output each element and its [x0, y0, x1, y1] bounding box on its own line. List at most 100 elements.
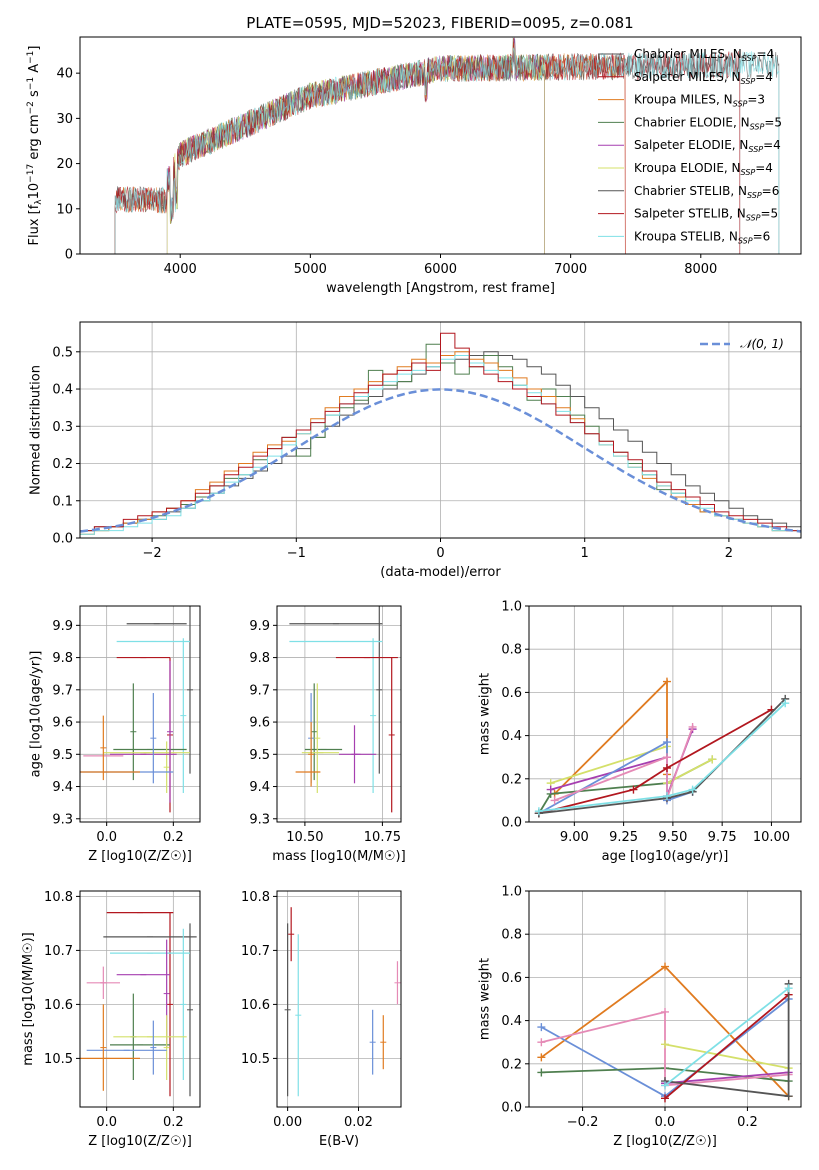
y-axis-label: Normed distribution — [29, 365, 44, 495]
weight-marker — [708, 755, 717, 764]
weight-line — [538, 708, 772, 815]
y-tick-label: 9.5 — [52, 748, 73, 763]
y-tick-label: 0.4 — [52, 383, 73, 398]
y-tick-label: 9.9 — [52, 619, 73, 634]
x-tick-label: 0.00 — [273, 1115, 302, 1130]
y-tick-label: 10 — [56, 202, 73, 217]
y-tick-label: 0.8 — [501, 928, 522, 943]
weight-line — [550, 745, 713, 785]
weight-marker — [537, 1023, 546, 1032]
y-tick-label: 9.6 — [249, 716, 270, 731]
x-axis-label: Z [log10(Z/Z☉)] — [613, 1134, 717, 1149]
x-tick-label: 6000 — [424, 262, 457, 277]
x-tick-label: 10.00 — [753, 830, 790, 845]
y-tick-label: 9.9 — [249, 619, 270, 634]
x-axis-label: wavelength [Angstrom, rest frame] — [326, 281, 555, 296]
chart-mass-vs-ebv: 0.00 0.02 10.5 10.6 10.7 10.8 E(B-V) — [241, 890, 402, 1149]
x-tick-label: 1 — [581, 546, 589, 561]
y-tick-label: 10.5 — [241, 1052, 270, 1067]
weight-marker — [688, 785, 697, 794]
y-axis-label: Flux [fλ10−17 erg cm−2 s−1 A−1] — [26, 46, 44, 246]
y-tick-label: 0.1 — [52, 494, 73, 509]
weight-line — [664, 987, 790, 1087]
chart-weight-vs-age: 9.00 9.25 9.50 9.75 10.00 0.0 0.2 0.4 0.6 0.8 1.0 a… — [478, 600, 802, 864]
x-axis-label: (data-model)/error — [380, 565, 501, 580]
y-axis-label: mass weight — [478, 958, 493, 1040]
y-tick-label: 0.3 — [52, 420, 73, 435]
y-tick-label: 10.6 — [44, 998, 73, 1013]
y-tick-label: 10.8 — [241, 890, 270, 905]
y-axis-label: mass weight — [478, 673, 493, 755]
y-tick-label: 0.2 — [501, 1057, 522, 1072]
plot-area — [284, 907, 401, 1097]
weight-marker — [662, 677, 671, 686]
weight-line — [664, 994, 790, 1100]
y-tick-label: 0.2 — [501, 772, 522, 787]
x-tick-label: 4000 — [164, 262, 197, 277]
weight-line — [664, 1043, 789, 1069]
legend-label: Salpeter ELODIE, NSSP=4 — [634, 138, 781, 154]
y-tick-label: 30 — [56, 112, 73, 127]
y-tick-label: 9.4 — [52, 780, 73, 795]
legend-label: Kroupa ELODIE, NSSP=4 — [634, 161, 773, 177]
weight-marker — [537, 1068, 546, 1077]
weight-marker — [661, 962, 669, 971]
weight-marker — [534, 807, 543, 816]
weight-marker — [662, 792, 671, 801]
y-tick-label: 40 — [56, 67, 73, 82]
x-tick-label: 9.50 — [658, 830, 687, 845]
y-tick-label: 0.2 — [52, 457, 73, 472]
chart-residuals: −2 −1 0 1 2 0.0 0.1 0.2 0.3 0.4 0.5 (data-model)/er… — [29, 321, 802, 580]
plot-area — [80, 332, 801, 538]
y-tick-label: 9.3 — [52, 812, 73, 827]
weight-marker — [688, 722, 697, 731]
y-tick-label: 9.3 — [249, 812, 270, 827]
legend-label: Salpeter MILES, NSSP=4 — [634, 70, 773, 86]
y-axis-label: mass [log10(M/M☉)] — [21, 932, 36, 1065]
weight-marker — [661, 1081, 669, 1090]
y-tick-label: 0.0 — [501, 816, 522, 831]
x-tick-label: 9.00 — [560, 830, 589, 845]
legend: Chabrier MILES, NSSP=4 Salpeter MILES, NS… — [598, 47, 782, 245]
weight-marker — [781, 699, 790, 708]
chart-age-vs-mass: 10.50 10.75 9.3 9.4 9.5 9.6 9.7 9.8 9.9 mass [log… — [249, 605, 406, 864]
y-tick-label: 10.7 — [241, 944, 270, 959]
x-tick-label: 9.25 — [609, 830, 638, 845]
x-tick-label: 8000 — [684, 262, 717, 277]
y-tick-label: 0.0 — [52, 532, 73, 547]
x-tick-label: 0.2 — [163, 1115, 184, 1130]
y-tick-label: 10.7 — [44, 944, 73, 959]
y-tick-label: 0.4 — [501, 1014, 522, 1029]
axes-frame — [79, 605, 201, 823]
y-tick-label: 0.5 — [52, 345, 73, 360]
weight-marker — [662, 764, 671, 772]
x-tick-label: 0 — [436, 546, 444, 561]
y-tick-label: 1.0 — [501, 600, 522, 615]
y-tick-label: 0.0 — [501, 1101, 522, 1116]
plot-area — [80, 606, 193, 813]
x-tick-label: 0.2 — [737, 1115, 758, 1130]
weight-marker — [537, 1053, 546, 1062]
weight-marker — [662, 753, 671, 762]
x-tick-label: 9.75 — [708, 830, 737, 845]
y-tick-label: 9.7 — [52, 683, 73, 698]
legend-label: Chabrier MILES, NSSP=4 — [634, 47, 774, 63]
y-tick-label: 0.4 — [501, 729, 522, 744]
weight-marker — [661, 1007, 669, 1016]
x-axis-label: Z [log10(Z/Z☉)] — [88, 849, 192, 864]
weight-marker — [661, 1040, 669, 1049]
x-tick-label: 5000 — [294, 262, 327, 277]
weight-marker — [550, 796, 559, 805]
x-axis-label: E(B-V) — [319, 1134, 359, 1149]
x-tick-label: 0.0 — [655, 1115, 676, 1130]
x-tick-label: 0.0 — [96, 830, 117, 845]
y-tick-label: 10.8 — [44, 890, 73, 905]
y-tick-label: 9.4 — [249, 780, 270, 795]
x-axis-label: mass [log10(M/M☉)] — [272, 849, 405, 864]
y-tick-label: 10.6 — [241, 998, 270, 1013]
chart-spectrum: 4000 5000 6000 7000 8000 0 10 20 30 40 wavelength … — [26, 36, 802, 296]
x-axis-label: age [log10(age/yr)] — [602, 849, 729, 864]
axes-frame — [528, 605, 802, 823]
y-tick-label: 1.0 — [501, 885, 522, 900]
y-tick-label: 9.6 — [52, 716, 73, 731]
